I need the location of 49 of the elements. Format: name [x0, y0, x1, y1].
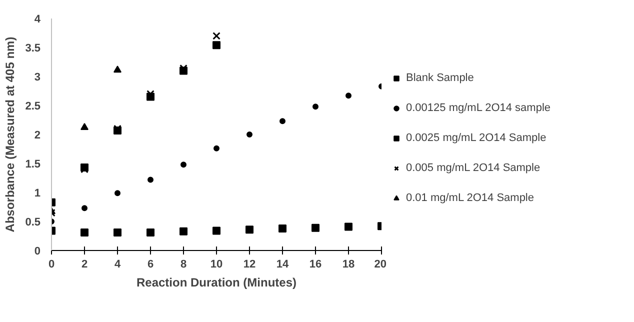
- point: [212, 41, 220, 50]
- point: [114, 190, 120, 196]
- point: [346, 92, 352, 99]
- point: [114, 66, 122, 73]
- y-tick-label: 0: [34, 246, 41, 258]
- point: [82, 205, 88, 212]
- y-tick-label: 3: [34, 72, 41, 84]
- point: [280, 118, 286, 124]
- point: [148, 176, 154, 183]
- point: [80, 228, 88, 237]
- legend-label: 0.00125 mg/mL 2O14 sample: [406, 102, 551, 114]
- y-tick-label: 1.5: [25, 158, 41, 170]
- legend-label: Blank Sample: [406, 72, 474, 84]
- point: [180, 227, 188, 236]
- point: [312, 104, 318, 110]
- point: [114, 228, 122, 237]
- y-tick-label: 3.5: [25, 42, 41, 54]
- point: [214, 145, 220, 152]
- x-tick-label: 2: [81, 258, 88, 270]
- x-tick-label: 0: [48, 258, 55, 270]
- point: [146, 228, 154, 237]
- x-tick-label: 10: [210, 258, 223, 270]
- y-tick-label: 4: [34, 14, 42, 26]
- point: [278, 224, 286, 232]
- legend-label: 0.01 mg/mL 2O14 Sample: [406, 192, 534, 204]
- point: [246, 226, 254, 234]
- y-tick-label: 0.5: [25, 216, 41, 228]
- point: [212, 32, 220, 40]
- x-tick-label: 18: [342, 258, 355, 270]
- x-tick-label: 4: [114, 258, 122, 270]
- point: [246, 132, 252, 138]
- x-tick-label: 8: [180, 258, 187, 270]
- point: [312, 224, 320, 232]
- point: [80, 123, 88, 130]
- x-axis-title: Reaction Duration (Minutes): [136, 276, 297, 290]
- x-tick-label: 12: [243, 258, 256, 270]
- y-tick-label: 2.5: [25, 100, 41, 112]
- legend-label: 0.0025 mg/mL 2O14 Sample: [406, 132, 546, 144]
- y-tick-label: 2: [34, 130, 41, 142]
- point: [344, 222, 352, 231]
- point: [180, 162, 186, 168]
- y-tick-label: 1: [34, 188, 41, 200]
- x-tick-label: 14: [276, 258, 290, 270]
- legend-label: 0.005 mg/mL 2O14 Sample: [406, 162, 540, 174]
- x-tick-label: 16: [309, 258, 322, 270]
- point: [212, 226, 220, 235]
- y-axis-title: Absorbance (Measured at 405 nm): [3, 36, 18, 232]
- x-tick-label: 6: [147, 258, 154, 270]
- x-tick-label: 20: [374, 258, 387, 270]
